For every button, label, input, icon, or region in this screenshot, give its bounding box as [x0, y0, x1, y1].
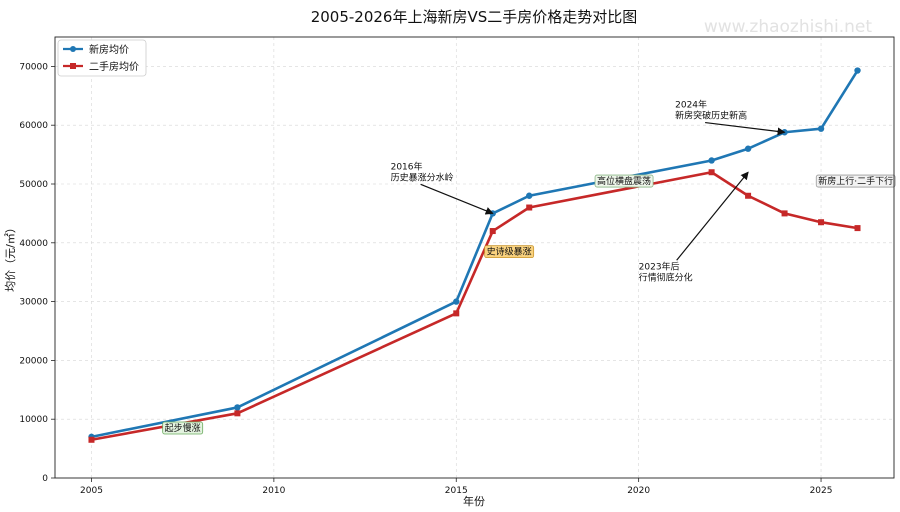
data-point-second-hand: [88, 436, 95, 443]
watermark: www.zhaozhishi.net: [704, 17, 872, 37]
stage-label-box: [815, 174, 896, 188]
y-tick-label: 10000: [19, 415, 48, 425]
annotation-arrow-ann-2016: [420, 183, 494, 215]
x-tick-label: 2005: [80, 486, 103, 496]
annotation-arrow-ann-2024: [705, 121, 786, 136]
y-tick-label: 30000: [19, 298, 48, 308]
grid-lines: [55, 37, 894, 478]
stage-label-box: [594, 174, 654, 188]
legend-label-new-house: 新房均价: [89, 43, 129, 56]
y-tick-label: 20000: [19, 356, 48, 366]
data-point-second-hand: [745, 192, 752, 199]
data-point-second-hand: [526, 204, 533, 211]
annotation-line: 历史暴涨分水岭: [391, 171, 454, 183]
annotation-line: 2024年: [675, 99, 707, 111]
data-point-new-house: [744, 145, 752, 152]
data-point-second-hand: [234, 410, 241, 417]
annotation-line: 新房突破历史新高: [675, 110, 747, 122]
series-line-second-hand: [91, 170, 858, 442]
stage-label-text: 新房上行·二手下行: [818, 175, 893, 187]
data-point-new-house: [817, 125, 825, 132]
stage-label-stage-boom: 史诗级暴涨: [484, 245, 535, 259]
x-tick-label: 2010: [262, 486, 285, 496]
data-point-second-hand: [453, 310, 460, 317]
data-point-new-house: [453, 298, 460, 305]
series-lines: [88, 67, 861, 443]
x-tick-label: 2025: [810, 486, 833, 496]
stage-label-text: 起步慢涨: [165, 422, 201, 434]
data-point-new-house: [708, 157, 715, 164]
stage-label-stage-divergence: 新房上行·二手下行: [815, 174, 896, 188]
legend-marker-new-house: [70, 46, 76, 52]
stage-label-text: 高位横盘震荡: [597, 175, 651, 187]
plot-frame: [54, 36, 895, 479]
annotation-line: 2023年后: [639, 260, 680, 272]
data-point-second-hand: [781, 210, 788, 217]
stage-label-stage-plateau: 高位横盘震荡: [594, 174, 654, 188]
data-point-second-hand: [708, 169, 715, 176]
data-point-second-hand: [818, 219, 825, 226]
annotation-arrow-ann-2023: [676, 171, 749, 261]
annotation-ann-2016: 2016年历史暴涨分水岭: [391, 160, 454, 183]
data-point-new-house: [526, 192, 533, 199]
legend-marker-second-hand: [70, 63, 76, 69]
annotation-ann-2023: 2023年后行情彻底分化: [639, 260, 693, 283]
legend-label-second-hand: 二手房均价: [89, 60, 139, 73]
stage-label-box: [484, 245, 535, 259]
x-tick-label: 2020: [627, 486, 650, 496]
stage-label-box: [162, 421, 204, 435]
y-tick-label: 40000: [19, 239, 48, 249]
stage-label-stage-start: 起步慢涨: [162, 421, 204, 435]
annotation-line: 行情彻底分化: [639, 271, 693, 283]
y-tick-label: 0: [42, 474, 48, 484]
y-tick-label: 60000: [19, 121, 48, 131]
y-axis-label: 均价（元/㎡）: [4, 222, 17, 292]
x-tick-label: 2015: [445, 486, 468, 496]
x-axis-label: 年份: [463, 494, 485, 508]
annotations: 2016年历史暴涨分水岭 2024年新房突破历史新高 2023年后行情彻底分化起步慢…: [162, 99, 896, 435]
chart-title: 2005-2026年上海新房VS二手房价格走势对比图: [311, 8, 638, 26]
annotation-line: 2016年: [391, 160, 423, 172]
axes: 2005 2010 2015 2020 2025 0 10000 20000 30000 4000…: [19, 62, 832, 496]
data-point-new-house: [854, 67, 861, 74]
stage-label-text: 史诗级暴涨: [487, 246, 532, 258]
y-tick-label: 50000: [19, 180, 48, 190]
data-point-second-hand: [489, 228, 496, 235]
legend: 新房均价 二手房均价: [57, 39, 147, 77]
y-tick-label: 70000: [19, 62, 48, 72]
data-point-new-house: [234, 404, 241, 411]
annotation-ann-2024: 2024年新房突破历史新高: [675, 99, 747, 122]
data-point-second-hand: [854, 225, 861, 232]
